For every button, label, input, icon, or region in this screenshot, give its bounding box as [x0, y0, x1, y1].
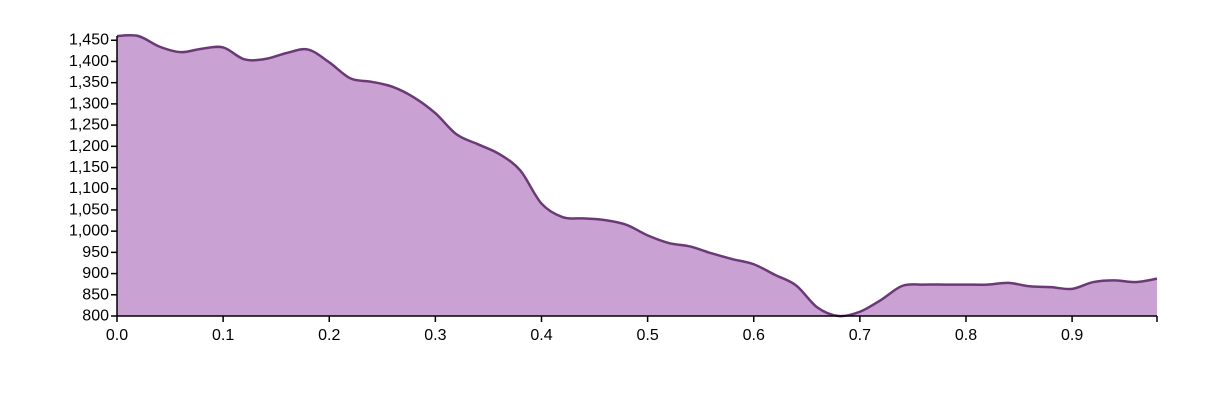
y-tick-label: 1,450 [69, 32, 109, 49]
y-tick-label: 1,000 [69, 223, 109, 240]
x-tick-label: 0.6 [743, 327, 765, 344]
x-tick-label: 0.4 [530, 327, 552, 344]
y-tick-label: 1,050 [69, 201, 109, 218]
x-tick-label: 0.9 [1061, 327, 1083, 344]
y-tick-label: 1,200 [69, 138, 109, 155]
y-tick-label: 1,350 [69, 74, 109, 91]
x-tick-label: 0.7 [849, 327, 871, 344]
x-tick-label: 0.2 [318, 327, 340, 344]
area-series [117, 35, 1157, 317]
plot-area [116, 33, 1158, 318]
y-tick-label: 900 [82, 265, 109, 282]
x-tick-label: 0.8 [955, 327, 977, 344]
x-tick-label: 0.0 [106, 327, 128, 344]
x-tick-label: 0.5 [636, 327, 658, 344]
y-tick-label: 1,150 [69, 159, 109, 176]
y-tick-label: 950 [82, 244, 109, 261]
area-series-line [116, 33, 1158, 318]
y-tick-label: 1,100 [69, 180, 109, 197]
y-tick-label: 1,400 [69, 53, 109, 70]
y-tick-label: 1,300 [69, 95, 109, 112]
x-tick-label: 0.3 [424, 327, 446, 344]
x-axis: 0.0 0.1 0.2 0.3 0.4 0.5 0.6 0.7 0.8 0.9 [106, 315, 1158, 344]
y-tick-label: 850 [82, 286, 109, 303]
y-tick-label: 800 [82, 308, 109, 325]
x-tick-label: 0.1 [212, 327, 234, 344]
y-axis: 800 850 900 950 1,000 1,050 1,100 1,150 1,200 1,2… [69, 32, 118, 325]
y-tick-label: 1,250 [69, 117, 109, 134]
